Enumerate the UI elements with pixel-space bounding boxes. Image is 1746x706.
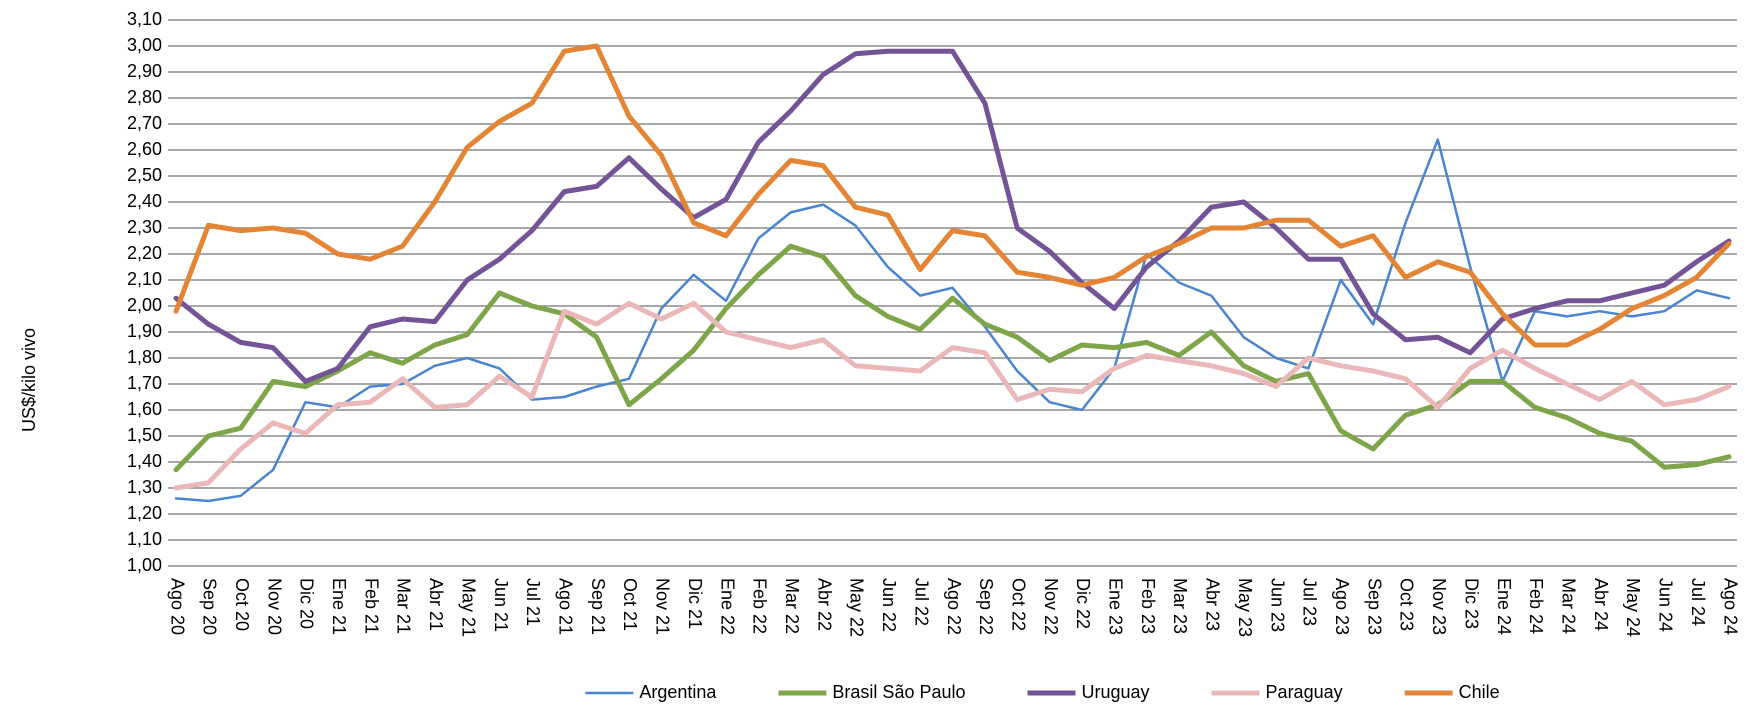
y-tick-label: 1,30 [127,477,162,497]
x-tick-label: Abr 24 [1591,578,1611,631]
x-tick-label: Nov 21 [653,578,673,635]
y-tick-label: 3,00 [127,35,162,55]
x-tick-label: Feb 24 [1526,578,1546,634]
x-tick-label: Abr 23 [1203,578,1223,631]
x-tick-label: Jun 22 [879,578,899,632]
y-tick-label: 1,20 [127,503,162,523]
x-tick-label: Nov 22 [1041,578,1061,635]
data-line [173,43,1732,348]
y-tick-label: 2,80 [127,87,162,107]
x-tick-label: Jun 23 [1267,578,1287,632]
x-tick-label: Nov 23 [1429,578,1449,635]
legend-label: Paraguay [1266,682,1343,702]
y-tick-label: 1,80 [127,347,162,367]
y-tick-label: 2,60 [127,139,162,159]
data-line [173,243,1732,473]
x-tick-label: May 24 [1623,578,1643,637]
x-tick-label: May 23 [1235,578,1255,637]
legend-label: Brasil São Paulo [832,682,965,702]
legend-label: Uruguay [1082,682,1150,702]
x-tick-label: Jun 24 [1656,578,1676,632]
y-tick-label: 2,00 [127,295,162,315]
y-tick-label: 3,10 [127,9,162,29]
x-tick-label: Sep 21 [588,578,608,635]
x-tick-label: Oct 23 [1397,578,1417,631]
x-tick-label: May 21 [458,578,478,637]
x-tick-label: Dic 20 [297,578,317,629]
x-tick-label: Ene 24 [1494,578,1514,635]
x-tick-label: Nov 20 [264,578,284,635]
y-tick-label: 2,50 [127,165,162,185]
x-tick-label: Ene 23 [1106,578,1126,635]
x-tick-label: Jul 22 [911,578,931,626]
y-tick-label: 2,40 [127,191,162,211]
x-tick-label: Oct 20 [232,578,252,631]
y-tick-label: 1,40 [127,451,162,471]
y-tick-label: 1,00 [127,555,162,575]
x-tick-label: Ene 21 [329,578,349,635]
y-tick-label: 1,50 [127,425,162,445]
x-tick-label: Ago 20 [167,578,187,635]
data-line [174,138,1731,503]
x-tick-label: Abr 22 [814,578,834,631]
y-tick-label: 2,20 [127,243,162,263]
x-tick-label: Mar 24 [1558,578,1578,634]
y-tick-label: 1,90 [127,321,162,341]
x-tick-label: Ago 24 [1720,578,1740,635]
x-tick-label: Jul 23 [1300,578,1320,626]
x-tick-label: Jul 21 [523,578,543,626]
y-tick-label: 2,70 [127,113,162,133]
x-tick-label: Ago 22 [944,578,964,635]
x-tick-label: Mar 22 [782,578,802,634]
x-tick-label: Dic 22 [1073,578,1093,629]
x-tick-label: Dic 23 [1461,578,1481,629]
x-tick-label: Ago 23 [1332,578,1352,635]
x-tick-label: Sep 23 [1364,578,1384,635]
data-line [173,300,1732,491]
x-tick-label: Oct 22 [1008,578,1028,631]
x-tick-label: Mar 23 [1170,578,1190,634]
y-axis-label: US$/kilo vivo [19,328,39,432]
x-tick-label: Ago 21 [556,578,576,635]
x-tick-label: Abr 21 [426,578,446,631]
x-tick-label: May 22 [847,578,867,637]
y-tick-label: 2,10 [127,269,162,289]
legend-label: Chile [1459,682,1500,702]
x-tick-label: Jun 21 [491,578,511,632]
x-tick-label: Dic 21 [685,578,705,629]
x-tick-label: Oct 21 [620,578,640,631]
x-tick-label: Jul 24 [1688,578,1708,626]
y-tick-label: 2,90 [127,61,162,81]
legend-label: Argentina [639,682,717,702]
x-tick-label: Feb 21 [361,578,381,634]
y-tick-label: 1,60 [127,399,162,419]
x-tick-label: Feb 22 [750,578,770,634]
x-tick-label: Ene 22 [717,578,737,635]
y-tick-label: 1,10 [127,529,162,549]
y-tick-label: 2,30 [127,217,162,237]
x-tick-label: Sep 20 [200,578,220,635]
x-tick-label: Sep 22 [976,578,996,635]
x-tick-label: Feb 23 [1138,578,1158,634]
x-tick-label: Mar 21 [394,578,414,634]
data-line [173,48,1732,384]
y-tick-label: 1,70 [127,373,162,393]
